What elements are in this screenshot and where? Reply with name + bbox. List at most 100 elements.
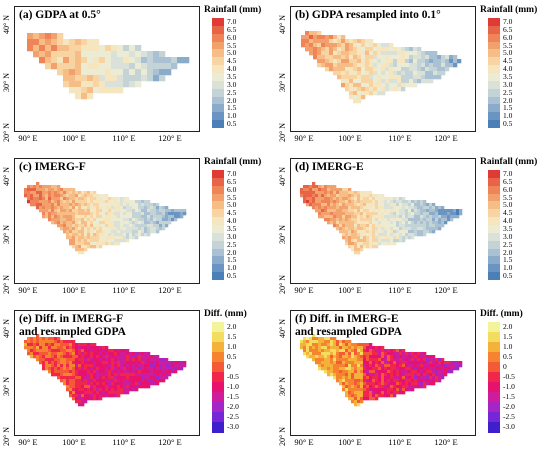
longitude-label: 110° E <box>388 285 412 295</box>
latitude-label: 20° N <box>278 123 287 142</box>
legend-swatch <box>488 112 500 121</box>
legend-tick-label: 1.0 <box>227 111 237 121</box>
legend-swatch <box>212 104 224 113</box>
legend-swatch <box>212 49 224 58</box>
latitude-label: 40° N <box>2 319 11 338</box>
basin-raster <box>300 334 463 407</box>
basin-raster <box>24 334 187 407</box>
longitude-label: 120° E <box>434 437 458 447</box>
legend-colorbar <box>488 170 500 281</box>
legend-swatch <box>488 225 500 234</box>
legend-tick-label: 1.5 <box>503 255 513 265</box>
legend-swatch <box>212 112 224 121</box>
legend-swatch <box>212 209 224 218</box>
legend-swatch <box>488 88 500 98</box>
color-legend: Rainfall (mm) 7.0 6.5 6.0 5.5 5.0 4.5 4.0 3.5 3.0… <box>480 2 546 148</box>
legend-tick-label: 6.5 <box>227 176 237 186</box>
legend-tick-label: 2.0 <box>503 247 513 257</box>
map-frame: (d) IMERG-E <box>290 158 476 284</box>
legend-tick-label: 6.0 <box>227 184 237 194</box>
legend-tick-label: 3.0 <box>503 231 513 241</box>
longitude-label: 90° E <box>18 285 38 295</box>
basin-raster <box>300 182 463 255</box>
legend-tick-label: 6.0 <box>227 32 237 42</box>
legend-tick-label: 6.5 <box>503 176 513 186</box>
latitude-label: 40° N <box>278 167 287 186</box>
legend-swatch <box>212 372 224 383</box>
legend-tick-label: 0.5 <box>227 352 237 361</box>
legend-swatch <box>212 41 224 50</box>
legend-swatch <box>212 352 224 363</box>
legend-tick-label: 4.5 <box>503 208 513 218</box>
longitude-label: 120° E <box>158 437 182 447</box>
legend-tick-label: 1.5 <box>503 103 513 113</box>
legend-swatch <box>488 272 500 281</box>
legend-swatch <box>488 392 500 403</box>
latitude-label: 20° N <box>278 427 287 446</box>
legend-swatch <box>212 412 224 423</box>
legend-title: Diff. (mm) <box>480 309 523 319</box>
legend-swatch <box>488 332 500 343</box>
legend-swatch <box>488 201 500 210</box>
legend-swatch <box>488 25 500 35</box>
legend-swatch <box>488 362 500 373</box>
legend-swatch <box>488 264 500 273</box>
legend-swatch <box>212 232 224 242</box>
latitude-label: 20° N <box>2 275 11 294</box>
map-frame: (e) Diff. in IMERG-F and resampled GDPA <box>14 310 200 436</box>
legend-swatch <box>212 57 224 66</box>
legend-tick-label: 2.0 <box>227 95 237 105</box>
legend-tick-label: 5.5 <box>503 40 513 50</box>
legend-tick-label: -2.5 <box>227 412 239 421</box>
legend-tick-label: 7.0 <box>227 168 237 178</box>
legend-tick-label: -2.0 <box>227 402 239 411</box>
legend-tick-label: 3.0 <box>503 79 513 89</box>
legend-swatch <box>212 240 224 250</box>
latitude-label: 20° N <box>2 427 11 446</box>
longitude-label: 90° E <box>294 285 314 295</box>
legend-swatch <box>212 342 224 353</box>
legend-tick-label: 5.0 <box>227 200 237 210</box>
panel-title: (e) Diff. in IMERG-F and resampled GDPA <box>19 313 126 338</box>
legend-tick-label: 0 <box>227 362 231 371</box>
legend-swatch <box>488 352 500 363</box>
panel-title: (f) Diff. in IMERG-E and resampled GDPA <box>295 313 402 338</box>
latitude-label: 30° N <box>278 225 287 244</box>
legend-tick-label: 3.0 <box>227 231 237 241</box>
basin-raster <box>27 33 190 100</box>
legend-swatch <box>212 88 224 98</box>
legend-swatch <box>212 264 224 273</box>
map-panel: (b) GDPA resampled into 0.1° 40° N 30° N 20… <box>276 2 546 148</box>
legend-swatch <box>488 170 500 179</box>
legend-tick-label: 5.5 <box>227 40 237 50</box>
legend-swatch <box>488 382 500 393</box>
legend-tick-label: 4.5 <box>227 56 237 66</box>
longitude-label: 90° E <box>294 133 314 143</box>
legend-swatch <box>488 49 500 58</box>
legend-tick-label: 5.5 <box>227 192 237 202</box>
legend-swatch <box>488 256 500 265</box>
legend-tick-label: -3.0 <box>227 422 239 431</box>
legend-swatch <box>212 65 224 74</box>
longitude-label: 100° E <box>338 285 362 295</box>
latitude-label: 20° N <box>278 275 287 294</box>
map-panel: (f) Diff. in IMERG-E and resampled GDPA 4… <box>276 306 546 452</box>
legend-tick-label: 2.0 <box>503 95 513 105</box>
legend-swatch <box>488 232 500 242</box>
legend-tick-label: -0.5 <box>227 372 239 381</box>
map-panel: (e) Diff. in IMERG-F and resampled GDPA 4… <box>0 306 270 452</box>
legend-swatch <box>212 256 224 265</box>
legend-swatch <box>488 41 500 50</box>
basin-raster <box>301 31 462 104</box>
map-frame: (a) GDPA at 0.5° <box>14 6 200 132</box>
legend-tick-label: 2.5 <box>227 87 237 97</box>
legend-tick-label: 3.5 <box>227 223 237 233</box>
legend-tick-label: 3.0 <box>227 79 237 89</box>
panel-title: (c) IMERG-F <box>19 161 86 173</box>
legend-swatch <box>488 65 500 74</box>
legend-tick-label: -2.5 <box>503 412 515 421</box>
legend-tick-label: -1.5 <box>227 392 239 401</box>
legend-tick-label: -0.5 <box>503 372 515 381</box>
legend-tick-label: 2.0 <box>227 322 237 331</box>
map-panel: (c) IMERG-F 40° N 30° N 20° N 90° E 100° E 110… <box>0 154 270 300</box>
